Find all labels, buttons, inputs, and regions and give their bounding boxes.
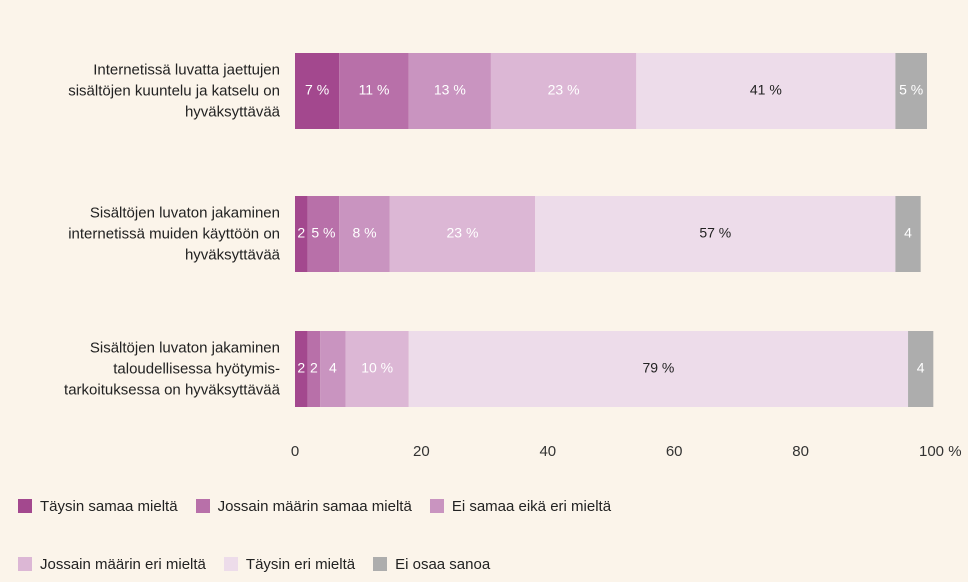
legend-item: Täysin eri mieltä <box>223 552 356 576</box>
legend-item: Jossain määrin samaa mieltä <box>195 494 412 518</box>
category-label: Sisältöjen luvaton jakaminen internetiss… <box>68 204 280 264</box>
value-label: 8 % <box>352 225 376 241</box>
bar-segment <box>307 331 321 407</box>
bar-segment <box>295 53 340 129</box>
category-label: Internetissä luvatta jaettujen sisältöje… <box>68 61 280 121</box>
value-label: 5 % <box>311 225 335 241</box>
value-label: 4 <box>904 225 912 241</box>
legend-item: Täysin samaa mieltä <box>18 494 178 518</box>
value-label: 41 % <box>750 82 782 98</box>
bar-segment <box>295 196 308 272</box>
value-label: 23 % <box>548 82 580 98</box>
x-tick-label: 80 <box>792 443 809 460</box>
bar-segment <box>895 196 921 272</box>
bar-segment <box>339 53 409 129</box>
legend-swatch <box>18 557 32 571</box>
legend-item: Jossain määrin eri mieltä <box>18 552 206 576</box>
bar-segment <box>345 331 409 407</box>
x-tick-label: 60 <box>666 443 683 460</box>
bar-segment <box>295 331 308 407</box>
legend-label: Täysin samaa mieltä <box>40 497 178 515</box>
x-tick-label: 20 <box>413 443 430 460</box>
bar-segment <box>408 53 491 129</box>
x-tick-label: 0 <box>291 443 299 460</box>
value-label: 23 % <box>447 225 479 241</box>
legend-swatch <box>373 557 388 571</box>
legend-swatch <box>429 499 444 513</box>
legend-item: Ei samaa eikä eri mieltä <box>429 494 612 518</box>
bar-segment <box>908 331 934 407</box>
bar-segment <box>339 196 390 272</box>
value-label: 79 % <box>642 360 674 376</box>
bar-segment <box>535 196 896 272</box>
bar-segment <box>307 196 340 272</box>
bar-segment <box>895 53 927 129</box>
legend-label: Jossain määrin eri mieltä <box>40 555 206 573</box>
legend-swatch <box>223 557 238 571</box>
value-label: 13 % <box>434 82 466 98</box>
bar-segment <box>490 53 637 129</box>
bar-segment <box>389 196 536 272</box>
legend: Täysin samaa mieltä Jossain määrin samaa … <box>18 494 758 576</box>
x-tick-label: 40 <box>539 443 556 460</box>
value-label: 2 <box>297 225 305 241</box>
legend-label: Täysin eri mieltä <box>245 555 356 573</box>
bar-segment <box>408 331 909 407</box>
bar-segment <box>636 53 896 129</box>
value-label: 5 % <box>899 82 923 98</box>
value-label: 2 <box>297 360 305 376</box>
value-label: 4 <box>329 360 337 376</box>
value-label: 7 % <box>305 82 329 98</box>
legend-label: Jossain määrin samaa mieltä <box>217 497 412 515</box>
legend-item: Ei osaa sanoa <box>373 552 490 576</box>
value-label: 4 <box>917 360 925 376</box>
category-label: Sisältöjen luvaton jakaminen taloudellis… <box>64 339 280 399</box>
value-label: 2 <box>310 360 318 376</box>
bar-segment <box>320 331 346 407</box>
legend-swatch <box>195 499 210 513</box>
legend-swatch <box>18 499 32 513</box>
value-label: 11 % <box>359 82 390 98</box>
legend-label: Ei samaa eikä eri mieltä <box>451 497 612 515</box>
value-label: 10 % <box>361 360 393 376</box>
x-tick-label: 100 % <box>919 443 962 460</box>
legend-label: Ei osaa sanoa <box>395 555 491 573</box>
value-label: 57 % <box>699 225 731 241</box>
